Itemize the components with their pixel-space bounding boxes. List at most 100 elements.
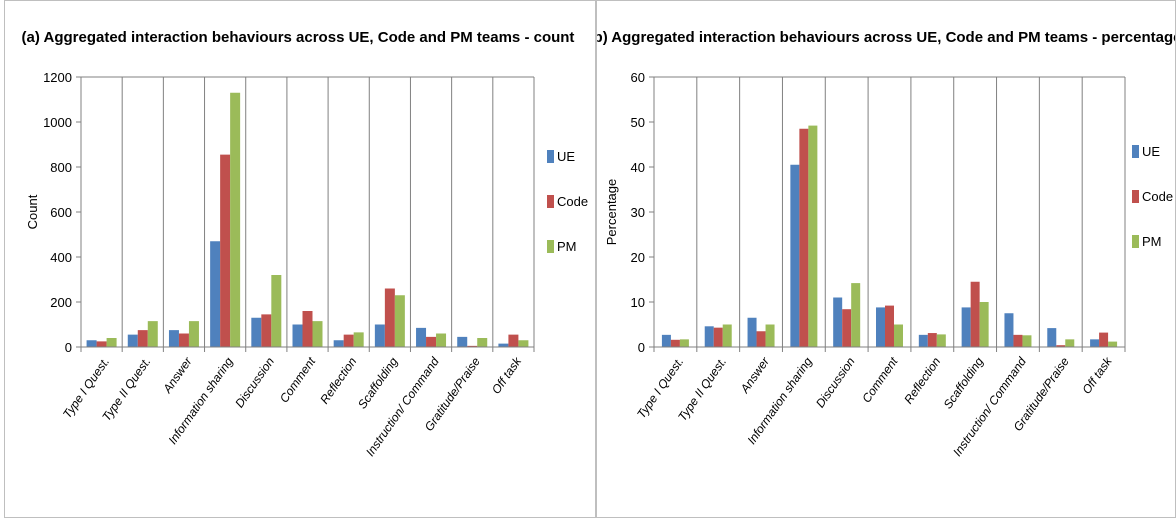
bar-ue <box>1047 328 1057 347</box>
bar-pm <box>394 295 405 347</box>
bar-ue <box>790 164 800 347</box>
x-tick-label: Instruction/ Command <box>950 354 1029 458</box>
x-tick-label: Reflection <box>901 354 943 406</box>
bar-pm <box>188 321 199 347</box>
chart-title: (b) Aggregated interaction behaviours ac… <box>597 29 1175 46</box>
x-tick-label: Answer <box>160 354 196 396</box>
bar-ue <box>333 340 344 347</box>
bar-pm <box>353 332 364 347</box>
bar-code <box>1056 345 1066 347</box>
bar-pm <box>230 92 241 347</box>
bar-pm <box>271 275 282 347</box>
bar-ue <box>704 326 714 347</box>
y-tick-label: 40 <box>631 160 645 175</box>
bar-ue <box>457 336 468 347</box>
bar-ue <box>210 241 221 347</box>
legend-swatch-code <box>547 195 554 208</box>
bar-ue <box>1090 339 1100 347</box>
y-tick-label: 10 <box>631 295 645 310</box>
bar-code <box>885 305 894 347</box>
bar-ue <box>498 343 509 347</box>
legend-label-code: Code <box>1142 189 1173 204</box>
legend-label-pm: PM <box>557 239 577 254</box>
bar-pm <box>436 333 447 347</box>
y-axis-title: Count <box>25 194 40 229</box>
bar-pm <box>1065 339 1075 347</box>
bar-pm <box>851 283 861 347</box>
legend-swatch-code <box>1132 190 1139 203</box>
bar-pm <box>1108 341 1118 347</box>
bar-pm <box>1022 335 1032 347</box>
legend-label-code: Code <box>557 194 588 209</box>
bar-code <box>261 314 272 347</box>
bar-ue <box>876 307 885 347</box>
bar-code <box>178 333 189 347</box>
y-tick-label: 1200 <box>43 70 72 85</box>
bar-code <box>970 281 980 347</box>
x-tick-label: Scaffolding <box>941 354 987 411</box>
bar-ue <box>86 340 97 347</box>
bar-code <box>1013 334 1023 347</box>
y-tick-label: 1000 <box>43 115 72 130</box>
bar-pm <box>765 324 775 347</box>
percentage-chart-svg: (b) Aggregated interaction behaviours ac… <box>597 29 1175 459</box>
y-tick-label: 60 <box>631 70 645 85</box>
legend-label-ue: UE <box>1142 144 1160 159</box>
y-tick-label: 0 <box>65 340 72 355</box>
chart-title: (a) Aggregated interaction behaviours ac… <box>22 29 575 46</box>
count-chart-svg: (a) Aggregated interaction behaviours ac… <box>22 29 589 459</box>
bar-pm <box>894 324 903 347</box>
bar-code <box>96 341 107 347</box>
bar-code <box>713 327 723 347</box>
y-tick-label: 50 <box>631 115 645 130</box>
bar-ue <box>1004 313 1014 347</box>
x-tick-label: Instruction/ Command <box>363 354 442 458</box>
bar-ue <box>416 327 427 347</box>
x-tick-label: Off task <box>1079 354 1115 397</box>
bar-code <box>426 336 437 347</box>
bar-code <box>302 311 313 347</box>
bar-ue <box>127 334 138 347</box>
bar-pm <box>147 321 158 347</box>
y-tick-label: 800 <box>50 160 72 175</box>
bar-code <box>343 334 354 347</box>
bar-ue <box>661 334 671 347</box>
legend-swatch-pm <box>1132 235 1139 248</box>
y-tick-label: 0 <box>638 340 645 355</box>
bar-pm <box>518 340 529 347</box>
bar-ue <box>292 324 303 347</box>
x-tick-label: Discussion <box>232 354 277 410</box>
x-tick-label: Reflection <box>317 354 359 406</box>
bar-code <box>756 331 766 347</box>
bar-ue <box>833 297 843 347</box>
chart-panel-count: (a) Aggregated interaction behaviours ac… <box>4 0 596 518</box>
y-axis-title: Percentage <box>604 179 619 246</box>
bar-code <box>927 333 937 347</box>
legend-swatch-ue <box>1132 145 1139 158</box>
x-tick-label: Comment <box>859 354 901 405</box>
bar-pm <box>477 338 488 347</box>
y-tick-label: 600 <box>50 205 72 220</box>
x-tick-label: Off task <box>489 354 525 397</box>
y-tick-label: 20 <box>631 250 645 265</box>
x-tick-label: Comment <box>277 354 319 405</box>
y-tick-label: 400 <box>50 250 72 265</box>
chart-panel-percentage: (b) Aggregated interaction behaviours ac… <box>596 0 1176 518</box>
bar-code <box>384 288 395 347</box>
x-tick-label: Scaffolding <box>355 354 401 411</box>
x-tick-label: Discussion <box>813 354 858 410</box>
bar-ue <box>251 317 262 347</box>
bar-pm <box>722 324 732 347</box>
bar-code <box>220 154 231 347</box>
y-tick-label: 200 <box>50 295 72 310</box>
bar-pm <box>679 339 689 347</box>
bar-pm <box>936 334 946 347</box>
bar-code <box>467 345 478 347</box>
y-tick-label: 30 <box>631 205 645 220</box>
legend-swatch-ue <box>547 150 554 163</box>
bar-pm <box>979 302 989 347</box>
bar-pm <box>312 321 323 347</box>
bar-code <box>799 128 809 347</box>
legend-label-ue: UE <box>557 149 575 164</box>
bar-code <box>1099 332 1109 347</box>
